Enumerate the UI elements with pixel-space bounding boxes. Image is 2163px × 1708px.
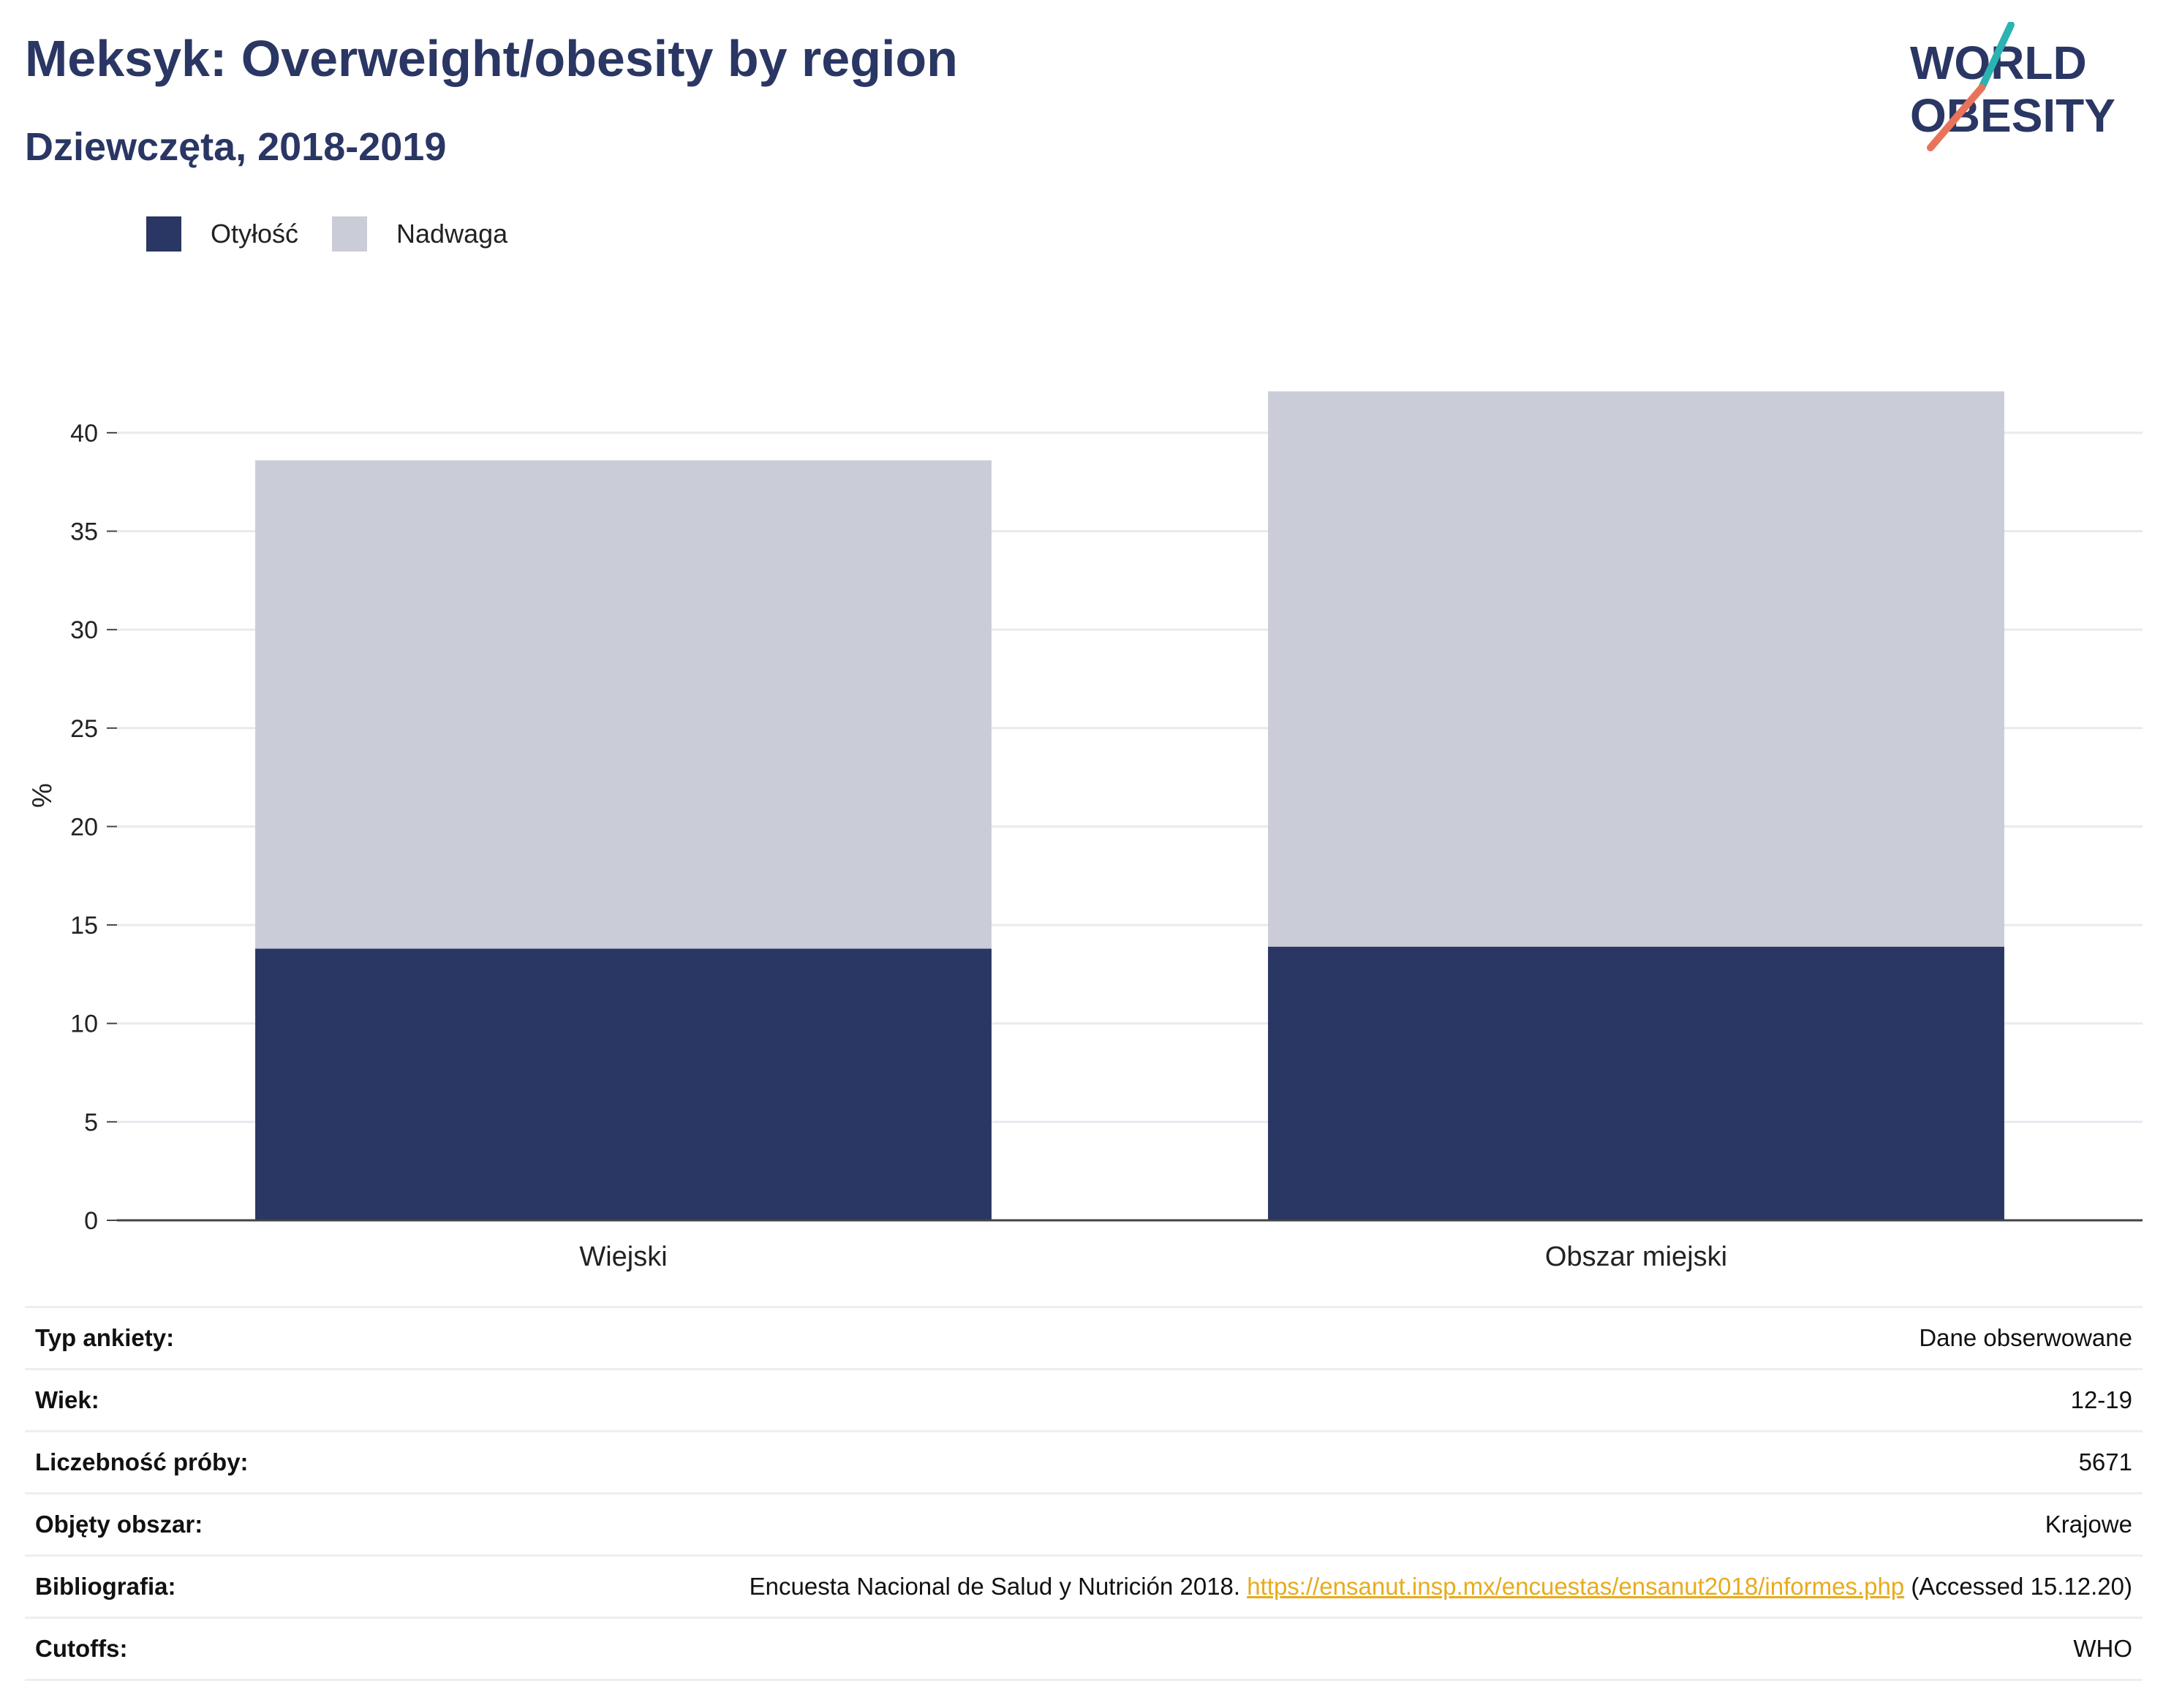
y-tick-label: 5 (84, 1108, 98, 1136)
info-row-area-covered: Objęty obszar: Krajowe (25, 1494, 2143, 1557)
info-label: Cutoffs: (35, 1635, 128, 1662)
bibliography-prefix: Encuesta Nacional de Salud y Nutrición 2… (749, 1573, 1247, 1600)
page-title: Meksyk: Overweight/obesity by region (25, 30, 958, 87)
y-tick-label: 0 (84, 1207, 98, 1235)
legend-label-overweight: Nadwaga (396, 219, 508, 249)
bar-obesity (255, 948, 992, 1220)
legend-label-obesity: Otyłość (211, 219, 299, 249)
y-tick-label: 20 (70, 813, 98, 841)
y-tick-label: 40 (70, 420, 98, 447)
y-axis-label: % (27, 783, 58, 808)
info-value: Krajowe (2045, 1511, 2132, 1538)
y-tick-label: 25 (70, 715, 98, 743)
logo-slash-coral (1927, 84, 1985, 151)
info-row-survey-type: Typ ankiety: Dane obserwowane (25, 1306, 2143, 1370)
y-tick-label: 30 (70, 616, 98, 644)
bibliography-link[interactable]: https://ensanut.insp.mx/encuestas/ensanu… (1247, 1573, 1905, 1600)
info-row-cutoffs: Cutoffs: WHO (25, 1619, 2143, 1681)
y-tick-label: 35 (70, 518, 98, 546)
info-value: Dane obserwowane (1919, 1324, 2132, 1351)
world-obesity-logo: WORLD OBESITY (1910, 22, 2115, 151)
bar-overweight (1268, 391, 2004, 947)
legend-item-obesity[interactable]: Otyłość (146, 216, 298, 252)
chart-legend: Otyłość Nadwaga (146, 216, 541, 252)
logo-slash-teal (1978, 22, 2015, 91)
info-label: Bibliografia: (35, 1573, 176, 1600)
legend-item-overweight[interactable]: Nadwaga (332, 216, 507, 252)
y-tick-label: 10 (70, 1010, 98, 1038)
info-value: 5671 (2078, 1448, 2132, 1475)
bibliography-value: Encuesta Nacional de Salud y Nutrición 2… (750, 1573, 2132, 1601)
bibliography-suffix: (Accessed 15.12.20) (1904, 1573, 2132, 1600)
stacked-bar-chart: 0 5 10 15 20 25 30 35 40% Wiejski Obszar miejski (27, 391, 2143, 1272)
info-value: WHO (2073, 1635, 2132, 1662)
legend-swatch-overweight (332, 216, 368, 252)
y-tick-label: 15 (70, 912, 98, 940)
legend-swatch-obesity (146, 216, 181, 252)
info-label: Liczebność próby: (35, 1448, 249, 1475)
info-row-bibliography: Bibliografia: Encuesta Nacional de Salud… (25, 1557, 2143, 1619)
info-value: 12-19 (2070, 1386, 2132, 1413)
x-tick-label: Wiejski (579, 1242, 667, 1272)
info-label: Objęty obszar: (35, 1511, 203, 1538)
info-label: Typ ankiety: (35, 1324, 175, 1351)
bar-overweight (255, 460, 992, 949)
info-label: Wiek: (35, 1386, 99, 1413)
page-subtitle: Dziewczęta, 2018-2019 (25, 125, 447, 169)
x-tick-label: Obszar miejski (1545, 1242, 1727, 1272)
bar-obesity (1268, 946, 2004, 1220)
info-row-age: Wiek: 12-19 (25, 1370, 2143, 1432)
info-row-sample-size: Liczebność próby: 5671 (25, 1432, 2143, 1494)
survey-info-table: Typ ankiety: Dane obserwowane Wiek: 12-1… (25, 1306, 2143, 1681)
